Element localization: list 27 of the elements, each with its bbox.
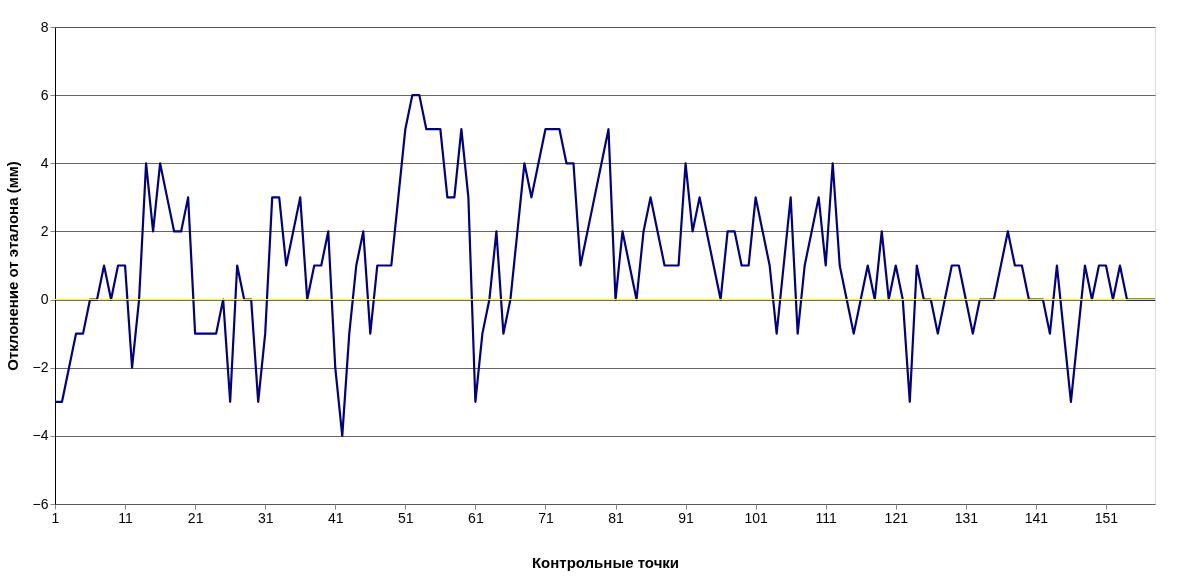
- x-tick-label: 21: [187, 509, 204, 526]
- y-tick-label: −2: [32, 359, 49, 376]
- x-tick-label: 51: [398, 509, 414, 526]
- x-tick-label: 101: [744, 509, 769, 526]
- x-tick-label: 31: [257, 509, 274, 526]
- x-tick-label: 61: [468, 509, 484, 526]
- x-tick-label: 151: [1094, 509, 1119, 526]
- y-tick-label: 2: [40, 222, 49, 239]
- x-tick-label: 131: [954, 509, 979, 526]
- x-tick-label: 81: [608, 509, 625, 526]
- y-tick-label: 4: [40, 154, 49, 171]
- x-axis-title: Контрольные точки: [531, 553, 680, 571]
- y-axis-title: Отклонение от эталона (мм): [3, 161, 21, 371]
- line-series: [53, 94, 1157, 437]
- y-tick-label: 6: [40, 86, 49, 103]
- y-tick-label: 8: [40, 18, 49, 35]
- x-tick-label: 71: [538, 509, 554, 526]
- x-tick-label: 141: [1024, 509, 1049, 526]
- x-tick-label: 91: [678, 509, 695, 526]
- x-tick-label: 41: [327, 509, 344, 526]
- x-tick-label: 1: [51, 509, 60, 526]
- y-tick-label: 0: [40, 291, 49, 308]
- y-tick-label: −4: [32, 427, 49, 444]
- y-tick-label: −6: [32, 495, 49, 512]
- x-tick-label: 11: [118, 509, 134, 526]
- x-tick-label: 111: [815, 509, 838, 526]
- x-tick-label: 121: [884, 509, 909, 526]
